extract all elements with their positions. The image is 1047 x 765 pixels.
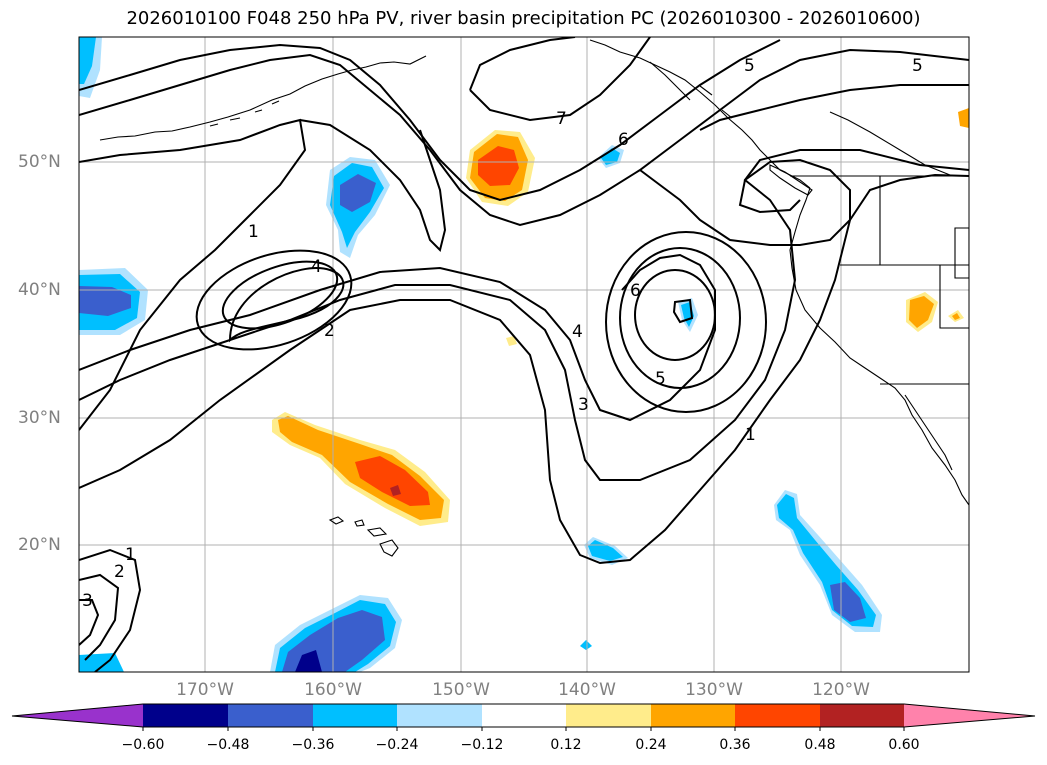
colorbar-tick-label: 0.60 xyxy=(888,737,920,753)
contour-label: 1 xyxy=(248,222,259,242)
contour-label: 6 xyxy=(630,281,641,301)
colorbar-tick-label: −0.36 xyxy=(291,737,335,753)
colorbar-tick-label: 0.48 xyxy=(804,737,836,753)
contour-label: 2 xyxy=(114,562,125,582)
negative-anomaly-southwest xyxy=(79,653,124,672)
lon-label-160w: 160°W xyxy=(304,680,362,700)
contour-label: 6 xyxy=(618,130,629,150)
contour-label: 4 xyxy=(572,322,583,342)
contour-label: 1 xyxy=(745,425,756,445)
lat-label-50n: 50°N xyxy=(18,152,61,172)
colorbar-swatch xyxy=(482,704,566,727)
colorbar-swatch xyxy=(735,704,820,727)
lon-label-120w: 120°W xyxy=(812,680,870,700)
colorbar-swatch xyxy=(904,704,1035,727)
colorbar-swatch xyxy=(313,704,397,727)
map-title: 2026010100 F048 250 hPa PV, river basin … xyxy=(126,8,921,29)
positive-anomaly-hawaii xyxy=(272,412,450,526)
contour-label: 1 xyxy=(125,545,136,565)
map-frame xyxy=(78,36,970,673)
colorbar-swatch xyxy=(566,704,651,727)
colorbar-swatch xyxy=(12,704,143,727)
contour-label: 2 xyxy=(324,321,335,341)
positive-anomaly-great-basin xyxy=(906,292,964,332)
map-area: 1 4 2 7 6 5 5 6 4 3 5 1 1 2 3 xyxy=(79,37,969,672)
colorbar-tick-label: −0.48 xyxy=(206,737,250,753)
contour-label: 5 xyxy=(912,56,923,76)
colorbar xyxy=(11,703,1036,731)
colorbar-tick-label: 0.36 xyxy=(719,737,751,753)
colorbar-tick-label: −0.24 xyxy=(375,737,419,753)
negative-anomaly-gulf-alaska-west xyxy=(326,157,390,258)
contour-label: 5 xyxy=(744,56,755,76)
contour-label: 3 xyxy=(578,395,589,415)
colorbar-tick-label: 0.12 xyxy=(550,737,582,753)
positive-anomaly-north xyxy=(466,130,535,206)
lon-label-130w: 130°W xyxy=(685,680,743,700)
negative-anomaly-tiny-south xyxy=(580,640,592,650)
colorbar-swatch xyxy=(397,704,482,727)
negative-anomaly-west xyxy=(79,268,148,335)
negative-anomaly-nw-corner xyxy=(79,37,102,98)
contour-label: 4 xyxy=(311,257,322,277)
contour-label: 7 xyxy=(556,109,567,129)
lon-label-140w: 140°W xyxy=(558,680,616,700)
contour-labels: 1 4 2 7 6 5 5 6 4 3 5 1 1 2 3 xyxy=(82,56,923,611)
positive-anomaly-tiny xyxy=(506,336,517,346)
contour-label: 3 xyxy=(82,591,93,611)
lat-label-40n: 40°N xyxy=(18,280,61,300)
lon-label-170w: 170°W xyxy=(176,680,234,700)
colorbar-swatch xyxy=(820,704,904,727)
colorbar-swatch xyxy=(651,704,735,727)
contour-label: 5 xyxy=(655,369,666,389)
lat-label-30n: 30°N xyxy=(18,408,61,428)
pv-contours xyxy=(79,37,969,672)
colorbar-tick-label: −0.12 xyxy=(460,737,504,753)
colorbar-tick-label: 0.24 xyxy=(635,737,667,753)
negative-anomaly-southeast xyxy=(774,490,882,632)
lat-label-20n: 20°N xyxy=(18,535,61,555)
colorbar-swatch xyxy=(228,704,313,727)
lon-label-150w: 150°W xyxy=(432,680,490,700)
positive-anomaly-ne-edge xyxy=(958,108,969,128)
colorbar-tick-label: −0.60 xyxy=(121,737,165,753)
graticule xyxy=(79,37,969,672)
colorbar-swatch xyxy=(143,704,228,727)
